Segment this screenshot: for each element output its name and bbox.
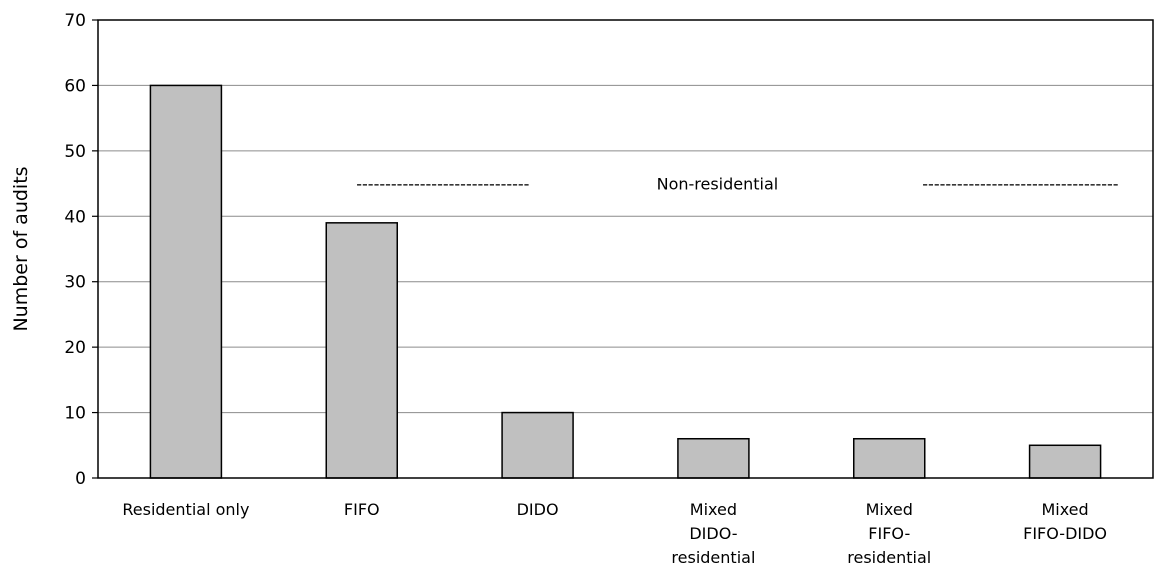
y-tick-label: 70 bbox=[64, 11, 86, 31]
y-tick-label: 50 bbox=[64, 142, 86, 162]
x-tick-label-line: Mixed bbox=[866, 500, 913, 519]
annotation-dashes-left: ------------------------------ bbox=[356, 175, 529, 194]
bar bbox=[501, 411, 574, 479]
x-tick-label-line: Residential only bbox=[122, 500, 249, 519]
x-axis-labels: Residential only FIFO DIDO Mixed DIDO-reside… bbox=[122, 500, 1107, 567]
x-tick-label-line: DIDO- bbox=[689, 524, 737, 543]
gridlines bbox=[98, 84, 1153, 414]
x-tick-label: DIDO bbox=[517, 500, 559, 519]
annotation-dashes-right: ---------------------------------- bbox=[922, 175, 1118, 194]
x-tick-label-line: DIDO bbox=[517, 500, 559, 519]
y-axis-label: Number of audits bbox=[10, 166, 32, 331]
x-tick-label-line: residential bbox=[671, 548, 755, 567]
x-tick-label-line: FIFO- bbox=[868, 524, 910, 543]
x-tick-label: Residential only bbox=[122, 500, 249, 519]
y-tick-label: 20 bbox=[64, 338, 86, 358]
bar bbox=[853, 437, 926, 479]
x-tick-label: Mixed FIFO-residential bbox=[847, 500, 931, 567]
plot-area-frame bbox=[97, 19, 1154, 479]
bar bbox=[149, 84, 223, 479]
bars bbox=[149, 84, 1102, 479]
bar bbox=[677, 437, 750, 479]
annotations: ------------------------------ Non-reside… bbox=[356, 175, 1118, 194]
y-tick-label: 30 bbox=[64, 273, 86, 293]
x-tick-label-line: FIFO bbox=[344, 500, 380, 519]
x-tick-label-line: residential bbox=[847, 548, 931, 567]
y-tick-label: 60 bbox=[64, 76, 86, 96]
x-tick-label: Mixed FIFO-DIDO bbox=[1023, 500, 1107, 543]
bar bbox=[325, 222, 398, 479]
bar bbox=[1028, 444, 1102, 479]
x-tick-label-line: FIFO-DIDO bbox=[1023, 524, 1107, 543]
x-tick-label: FIFO bbox=[344, 500, 380, 519]
x-tick-label-line: Mixed bbox=[690, 500, 737, 519]
annotation-text: Non-residential bbox=[657, 175, 779, 194]
y-tick-label: 40 bbox=[64, 207, 86, 227]
x-tick-label: Mixed DIDO-residential bbox=[671, 500, 755, 567]
y-tick-label: 10 bbox=[64, 404, 86, 424]
y-tick-label: 0 bbox=[75, 469, 86, 489]
x-tick-label-line: Mixed bbox=[1041, 500, 1088, 519]
y-axis-ticks: 0 10 20 30 40 50 60 70 bbox=[64, 11, 98, 489]
